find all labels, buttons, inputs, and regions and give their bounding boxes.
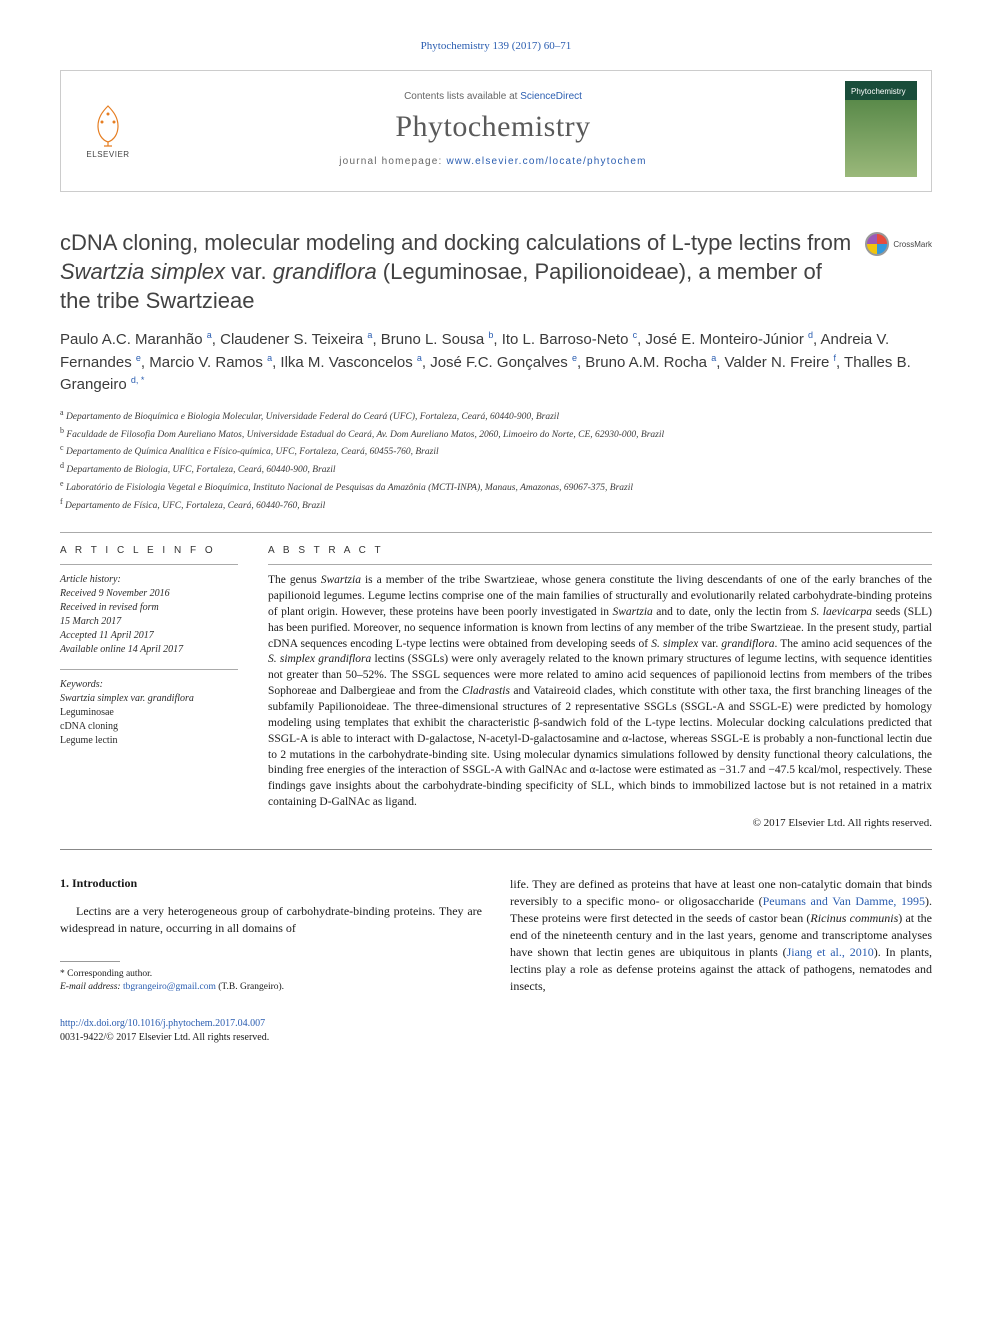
authors-list: Paulo A.C. Maranhão a, Claudener S. Teix… bbox=[60, 329, 932, 397]
title-p3: var. bbox=[225, 259, 273, 284]
elsevier-logo[interactable]: ELSEVIER bbox=[75, 81, 141, 177]
history-received: Received 9 November 2016 bbox=[60, 587, 238, 601]
keyword-2: cDNA cloning bbox=[60, 720, 238, 734]
affiliation-item: e Laboratório de Fisiologia Vegetal e Bi… bbox=[60, 478, 932, 496]
body-column-left: 1. Introduction Lectins are a very heter… bbox=[60, 876, 482, 995]
contents-prefix: Contents lists available at bbox=[404, 91, 520, 102]
intro-text-col2: life. They are defined as proteins that … bbox=[510, 876, 932, 995]
contents-line: Contents lists available at ScienceDirec… bbox=[141, 91, 845, 102]
journal-cover[interactable]: Phytochemistry bbox=[845, 81, 917, 177]
body-col2-i1: Ricinus communis bbox=[810, 911, 898, 925]
abs-i6: S. simplex grandiflora bbox=[268, 653, 371, 665]
abs-p1: The genus bbox=[268, 574, 321, 586]
abs-i5: grandiflora bbox=[721, 638, 774, 650]
history-revised-2: 15 March 2017 bbox=[60, 615, 238, 629]
doi-block: http://dx.doi.org/10.1016/j.phytochem.20… bbox=[60, 1017, 932, 1045]
abs-p6: . The amino acid sequences of the bbox=[774, 638, 932, 650]
keyword-0: Swartzia simplex var. grandiflora bbox=[60, 692, 238, 706]
footnote-separator bbox=[60, 961, 120, 962]
divider bbox=[268, 564, 932, 565]
homepage-line: journal homepage: www.elsevier.com/locat… bbox=[141, 156, 845, 167]
elsevier-tree-icon bbox=[84, 100, 132, 148]
homepage-link[interactable]: www.elsevier.com/locate/phytochem bbox=[446, 156, 646, 167]
body-col1-text: Lectins are a very heterogeneous group o… bbox=[60, 904, 482, 935]
article-info-column: A R T I C L E I N F O Article history: R… bbox=[60, 545, 238, 829]
abstract-text: The genus Swartzia is a member of the tr… bbox=[268, 573, 932, 811]
journal-name: Phytochemistry bbox=[141, 110, 845, 144]
divider bbox=[60, 532, 932, 533]
crossmark-label: CrossMark bbox=[893, 240, 932, 249]
history-online: Available online 14 April 2017 bbox=[60, 643, 238, 657]
abs-i3: S. laevicarpa bbox=[811, 606, 872, 618]
history-accepted: Accepted 11 April 2017 bbox=[60, 629, 238, 643]
ref-link-1[interactable]: Peumans and Van Damme, 1995 bbox=[763, 894, 925, 908]
divider bbox=[60, 669, 238, 670]
abs-i1: Swartzia bbox=[321, 574, 361, 586]
affiliation-item: a Departamento de Bioquímica e Biologia … bbox=[60, 407, 932, 425]
affiliation-item: d Departamento de Biologia, UFC, Fortale… bbox=[60, 460, 932, 478]
corr-author-label: * Corresponding author. bbox=[60, 968, 482, 981]
header-center: Contents lists available at ScienceDirec… bbox=[141, 81, 845, 177]
abs-p3: and to date, only the lectin from bbox=[653, 606, 811, 618]
crossmark-badge[interactable]: CrossMark bbox=[858, 232, 932, 256]
divider bbox=[60, 564, 238, 565]
abs-i4: S. simplex bbox=[651, 638, 698, 650]
citation-link[interactable]: Phytochemistry 139 (2017) 60–71 bbox=[421, 40, 572, 52]
journal-header: ELSEVIER Contents lists available at Sci… bbox=[60, 70, 932, 192]
corresponding-author-note: * Corresponding author. E-mail address: … bbox=[60, 968, 482, 995]
elsevier-label: ELSEVIER bbox=[86, 150, 129, 159]
ref-link-2[interactable]: Jiang et al., 2010 bbox=[787, 945, 874, 959]
abs-i7: Cladrastis bbox=[462, 685, 510, 697]
article-history: Article history: Received 9 November 201… bbox=[60, 573, 238, 657]
sciencedirect-link[interactable]: ScienceDirect bbox=[520, 91, 582, 102]
abs-i2: Swartzia bbox=[613, 606, 653, 618]
crossmark-icon bbox=[865, 232, 889, 256]
abs-p8: and Vataireoid clades, which constitute … bbox=[268, 685, 932, 808]
history-revised-1: Received in revised form bbox=[60, 601, 238, 615]
homepage-prefix: journal homepage: bbox=[339, 156, 446, 167]
abstract-column: A B S T R A C T The genus Swartzia is a … bbox=[268, 545, 932, 829]
keywords-label: Keywords: bbox=[60, 678, 238, 692]
intro-text-col1: Lectins are a very heterogeneous group o… bbox=[60, 903, 482, 937]
doi-link[interactable]: http://dx.doi.org/10.1016/j.phytochem.20… bbox=[60, 1018, 265, 1029]
title-i1: Swartzia simplex bbox=[60, 259, 225, 284]
journal-cover-label: Phytochemistry bbox=[851, 87, 906, 96]
citation-line: Phytochemistry 139 (2017) 60–71 bbox=[60, 40, 932, 52]
issn-line: 0031-9422/© 2017 Elsevier Ltd. All right… bbox=[60, 1032, 269, 1043]
divider bbox=[60, 849, 932, 850]
title-p1: cDNA cloning, molecular modeling and doc… bbox=[60, 230, 851, 255]
keyword-1: Leguminosae bbox=[60, 706, 238, 720]
email-link[interactable]: tbgrangeiro@gmail.com bbox=[123, 982, 216, 992]
abstract-copyright: © 2017 Elsevier Ltd. All rights reserved… bbox=[268, 817, 932, 829]
keywords-block: Keywords: Swartzia simplex var. grandifl… bbox=[60, 678, 238, 748]
article-title: cDNA cloning, molecular modeling and doc… bbox=[60, 228, 858, 315]
article-info-head: A R T I C L E I N F O bbox=[60, 545, 238, 556]
email-label: E-mail address: bbox=[60, 982, 123, 992]
affiliations-list: a Departamento de Bioquímica e Biologia … bbox=[60, 407, 932, 515]
title-i2: grandiflora bbox=[273, 259, 377, 284]
affiliation-item: f Departamento de Física, UFC, Fortaleza… bbox=[60, 496, 932, 514]
affiliation-item: c Departamento de Química Analítica e Fí… bbox=[60, 442, 932, 460]
affiliation-item: b Faculdade de Filosofia Dom Aureliano M… bbox=[60, 425, 932, 443]
history-label: Article history: bbox=[60, 573, 238, 587]
keyword-3: Legume lectin bbox=[60, 734, 238, 748]
intro-heading: 1. Introduction bbox=[60, 876, 482, 891]
abstract-head: A B S T R A C T bbox=[268, 545, 932, 556]
body-column-right: life. They are defined as proteins that … bbox=[510, 876, 932, 995]
email-suffix: (T.B. Grangeiro). bbox=[216, 982, 284, 992]
abs-p5: var. bbox=[698, 638, 721, 650]
